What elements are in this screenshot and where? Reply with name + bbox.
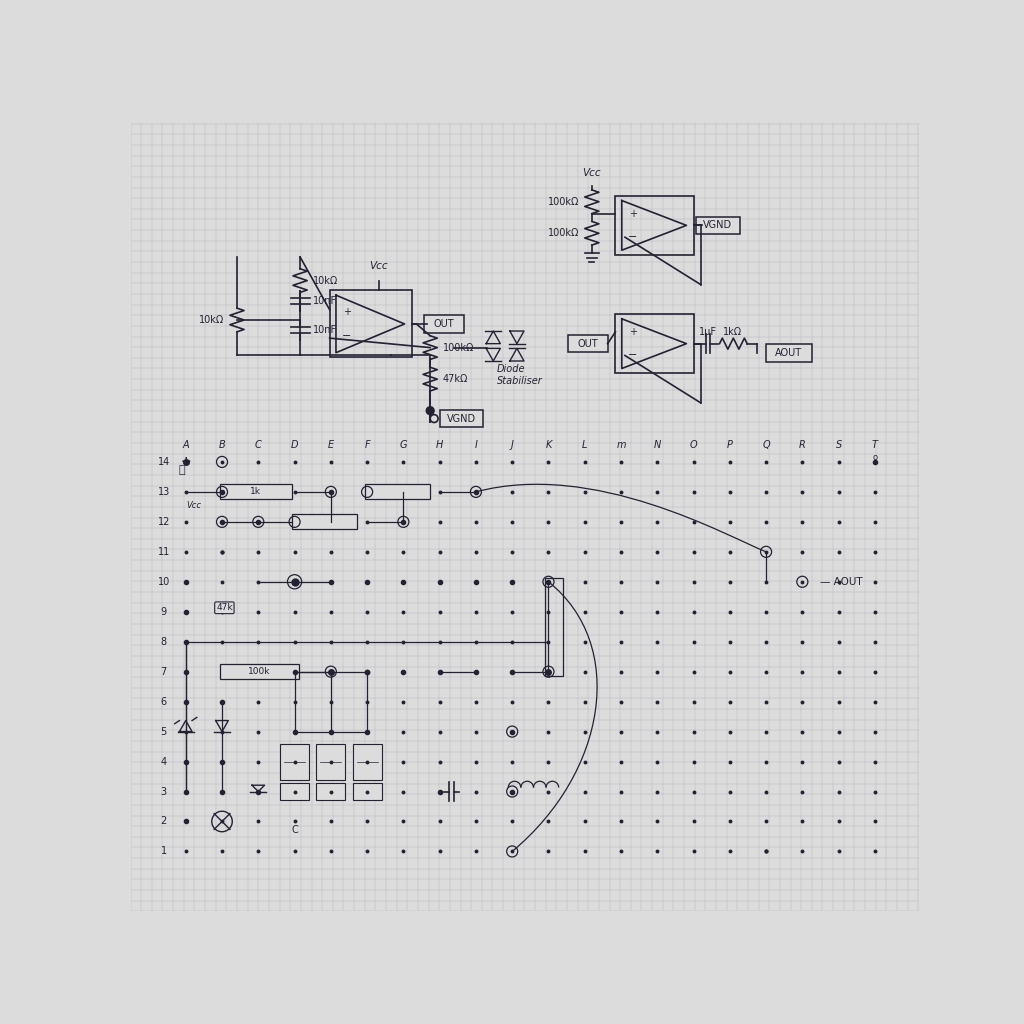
Text: 2: 2 xyxy=(161,816,167,826)
Text: Vcc: Vcc xyxy=(583,168,601,178)
Text: Vcc: Vcc xyxy=(370,261,388,271)
Bar xyxy=(280,743,309,779)
Text: OUT: OUT xyxy=(578,339,598,348)
Text: O: O xyxy=(690,439,697,450)
Bar xyxy=(352,743,382,779)
Text: 10kΩ: 10kΩ xyxy=(199,315,224,325)
Text: 10nF: 10nF xyxy=(312,326,337,335)
Bar xyxy=(280,782,309,801)
Text: — AOUT: — AOUT xyxy=(820,577,863,587)
Bar xyxy=(545,578,562,676)
Text: 3: 3 xyxy=(161,786,167,797)
Text: VGND: VGND xyxy=(703,220,732,230)
Text: I: I xyxy=(474,439,477,450)
Bar xyxy=(352,782,382,801)
Text: 11: 11 xyxy=(158,547,170,557)
Text: 9: 9 xyxy=(161,607,167,616)
Bar xyxy=(696,217,739,234)
Text: P: P xyxy=(727,439,733,450)
Text: 6: 6 xyxy=(161,696,167,707)
Text: G: G xyxy=(399,439,408,450)
Text: Diode
Stabiliser: Diode Stabiliser xyxy=(498,365,543,386)
Text: o: o xyxy=(872,453,878,462)
Text: AOUT: AOUT xyxy=(775,348,803,358)
Text: Ⓐ: Ⓐ xyxy=(178,465,185,475)
Text: N: N xyxy=(653,439,660,450)
Text: D: D xyxy=(291,439,298,450)
Bar xyxy=(220,665,299,679)
Bar xyxy=(766,344,812,361)
Bar xyxy=(424,315,464,333)
Text: 1: 1 xyxy=(161,847,167,856)
Bar xyxy=(292,514,357,529)
Text: +: + xyxy=(180,456,191,468)
Text: 5: 5 xyxy=(161,727,167,736)
Text: F: F xyxy=(365,439,370,450)
Bar xyxy=(316,743,345,779)
Text: T: T xyxy=(871,439,878,450)
Bar xyxy=(220,484,292,500)
Text: 10: 10 xyxy=(158,577,170,587)
Text: 100kΩ: 100kΩ xyxy=(548,228,580,239)
Text: L: L xyxy=(582,439,588,450)
Bar xyxy=(440,410,483,427)
Text: 1k: 1k xyxy=(251,487,261,497)
Text: 14: 14 xyxy=(158,457,170,467)
Text: 47kΩ: 47kΩ xyxy=(442,374,468,384)
Text: VGND: VGND xyxy=(447,414,476,424)
Text: 10nF: 10nF xyxy=(312,296,337,306)
Text: 8: 8 xyxy=(161,637,167,647)
Text: +: + xyxy=(343,307,351,317)
Bar xyxy=(365,484,430,500)
Bar xyxy=(615,314,694,373)
Text: 13: 13 xyxy=(158,486,170,497)
Text: C: C xyxy=(255,439,262,450)
Text: 1μF: 1μF xyxy=(698,327,717,337)
Text: −: − xyxy=(628,350,638,360)
Text: K: K xyxy=(545,439,552,450)
Text: 47k: 47k xyxy=(216,603,232,612)
Bar xyxy=(615,196,694,255)
Text: 100k: 100k xyxy=(248,668,270,676)
Text: m: m xyxy=(616,439,626,450)
Text: 100kΩ: 100kΩ xyxy=(548,197,580,207)
Text: 1kΩ: 1kΩ xyxy=(723,327,742,337)
Text: Q: Q xyxy=(762,439,770,450)
Circle shape xyxy=(426,407,434,415)
Text: −: − xyxy=(628,232,638,243)
Text: 4: 4 xyxy=(161,757,167,767)
Bar xyxy=(330,291,413,357)
Text: R: R xyxy=(799,439,806,450)
Text: A: A xyxy=(182,439,189,450)
Text: −: − xyxy=(342,331,351,341)
Bar xyxy=(316,782,345,801)
Text: 100kΩ: 100kΩ xyxy=(442,343,474,352)
Text: H: H xyxy=(436,439,443,450)
Text: 10kΩ: 10kΩ xyxy=(312,275,338,286)
Text: Vcc: Vcc xyxy=(186,502,201,510)
Bar xyxy=(568,335,607,352)
Text: B: B xyxy=(219,439,225,450)
Text: E: E xyxy=(328,439,334,450)
Text: C: C xyxy=(291,825,298,836)
Text: OUT: OUT xyxy=(434,318,455,329)
Text: +: + xyxy=(629,209,637,218)
Text: 12: 12 xyxy=(158,517,170,527)
Text: +: + xyxy=(629,327,637,337)
Text: J: J xyxy=(511,439,514,450)
Text: 7: 7 xyxy=(161,667,167,677)
Text: S: S xyxy=(836,439,842,450)
